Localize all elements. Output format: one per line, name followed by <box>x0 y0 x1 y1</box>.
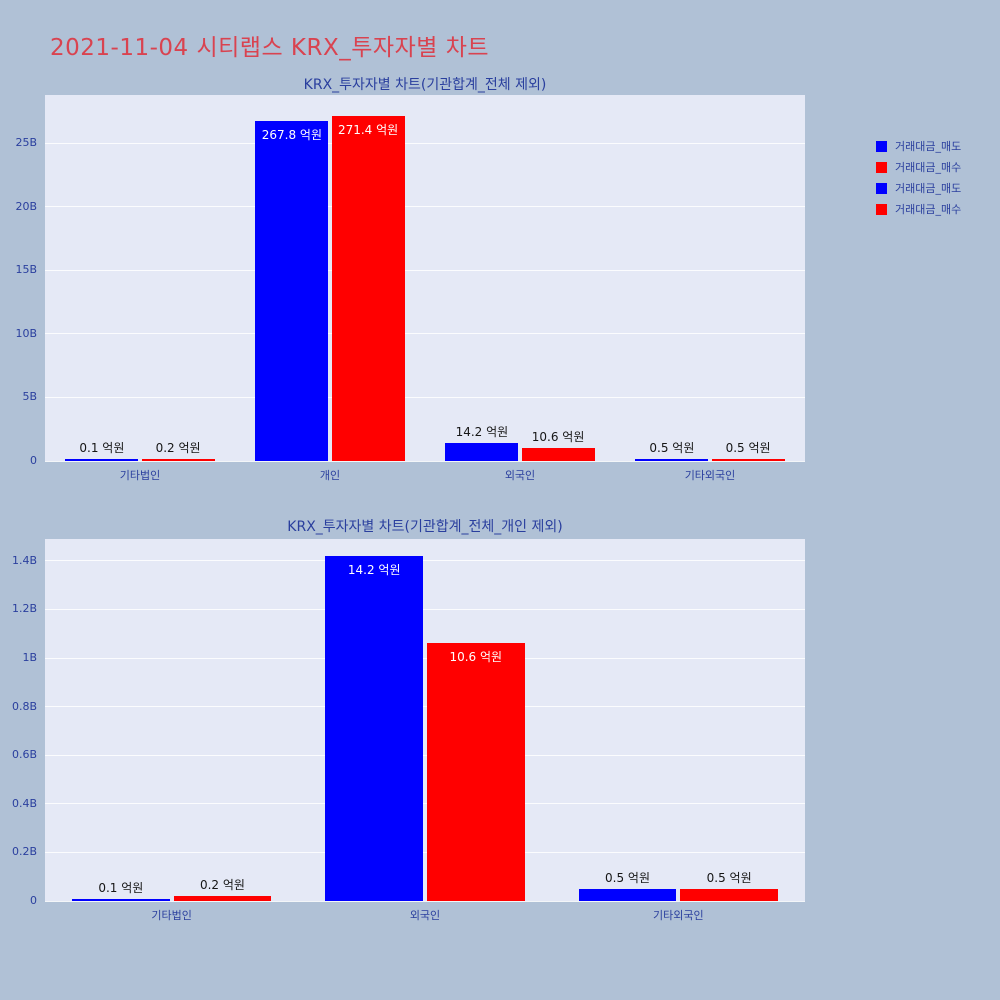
legend: 거래대금_매도 거래대금_매수 거래대금_매도 거래대금_매수 <box>876 138 961 217</box>
chart-bar[interactable] <box>521 447 595 461</box>
bar-value-label: 0.5 억원 <box>706 870 752 885</box>
bar-value-label: 0.1 억원 <box>79 441 125 455</box>
y-axis-tick-label: 10B <box>15 326 37 340</box>
chart-bar[interactable] <box>141 459 215 461</box>
y-axis-tick-label: 0.6B <box>11 748 37 762</box>
page-title: 2021-11-04 시티랩스 KRX_투자자별 차트 <box>50 35 490 61</box>
y-axis-tick-label: 1B <box>22 651 37 665</box>
y-axis-tick-label: 0.4B <box>11 796 37 810</box>
chart-plot-area <box>45 95 805 462</box>
bar-value-label: 10.6 억원 <box>449 650 503 665</box>
legend-item[interactable]: 거래대금_매도 <box>876 138 961 154</box>
x-axis-tick-label: 기타외국인 <box>684 469 736 482</box>
bar-value-label: 14.2 억원 <box>455 424 509 439</box>
chart-bar[interactable] <box>445 442 519 461</box>
x-axis-tick-label: 외국인 <box>409 909 441 922</box>
gridline <box>45 142 805 144</box>
chart-bar[interactable] <box>173 896 272 901</box>
y-axis-tick-label: 20B <box>15 199 37 213</box>
x-axis-tick-label: 개인 <box>319 469 341 482</box>
bar-value-label: 0.5 억원 <box>725 441 771 455</box>
chart-title: KRX_투자자별 차트(기관합계_전체 제외) <box>303 77 547 93</box>
gridline <box>45 803 805 805</box>
x-axis-tick-label: 외국인 <box>504 469 536 482</box>
bar-value-label: 267.8 억원 <box>261 127 323 142</box>
gridline <box>45 333 805 335</box>
chart-bar[interactable] <box>427 643 525 901</box>
bar-value-label: 0.2 억원 <box>199 878 245 893</box>
gridline <box>45 754 805 756</box>
x-axis-tick-label: 기타외국인 <box>653 909 704 922</box>
x-axis-tick-label: 기타법인 <box>151 909 192 922</box>
bar-value-label: 10.6 억원 <box>531 429 585 444</box>
bar-value-label: 0.2 억원 <box>155 441 201 455</box>
bar-value-label: 0.1 억원 <box>98 880 144 895</box>
gridline <box>45 560 805 562</box>
y-axis-tick-label: 0 <box>30 454 37 467</box>
chart-bar[interactable] <box>331 116 405 461</box>
gridline <box>45 608 805 610</box>
y-axis-tick-label: 0.2B <box>11 845 37 859</box>
chart-plot-area <box>45 539 805 902</box>
y-axis-tick-label: 15B <box>15 263 37 277</box>
y-axis-tick-label: 5B <box>22 390 37 404</box>
x-axis-tick-label: 기타법인 <box>119 469 161 482</box>
legend-color-swatch <box>876 140 887 152</box>
legend-item-label: 거래대금_매도 <box>895 182 962 195</box>
y-axis-tick-label: 0 <box>30 894 37 907</box>
gridline <box>45 851 805 853</box>
legend-item-label: 거래대금_매수 <box>895 203 962 216</box>
gridline <box>45 657 805 659</box>
chart-bar[interactable] <box>72 898 170 901</box>
gridline <box>45 396 805 398</box>
y-axis-tick-label: 1.2B <box>11 602 37 616</box>
gridline <box>45 269 805 271</box>
bar-value-label: 14.2 억원 <box>347 563 401 577</box>
y-axis-tick-label: 25B <box>15 136 37 150</box>
bar-value-label: 271.4 억원 <box>337 123 399 138</box>
bar-value-label: 0.5 억원 <box>649 441 695 455</box>
gridline <box>45 900 805 902</box>
gridline <box>45 460 805 462</box>
legend-color-swatch <box>876 182 887 194</box>
legend-item[interactable]: 거래대금_매수 <box>876 159 961 175</box>
gridline <box>45 206 805 208</box>
chart-bar[interactable] <box>578 888 677 901</box>
legend-item[interactable]: 거래대금_매도 <box>876 180 961 196</box>
chart-bar[interactable] <box>65 459 139 461</box>
legend-item[interactable]: 거래대금_매수 <box>876 201 961 217</box>
chart-bar[interactable] <box>680 888 778 901</box>
gridline <box>45 706 805 708</box>
legend-item-label: 거래대금_매도 <box>895 140 962 153</box>
chart-title: KRX_투자자별 차트(기관합계_전체_개인 제외) <box>287 519 563 535</box>
y-axis-tick-label: 0.8B <box>11 699 37 713</box>
legend-color-swatch <box>876 161 887 173</box>
bar-value-label: 0.5 억원 <box>605 870 651 885</box>
chart-bar[interactable] <box>635 459 709 461</box>
legend-color-swatch <box>876 203 887 215</box>
chart-bar[interactable] <box>255 120 329 461</box>
chart-bar[interactable] <box>711 459 785 461</box>
y-axis-tick-label: 1.4B <box>11 553 37 567</box>
chart-bar[interactable] <box>325 556 423 901</box>
legend-item-label: 거래대금_매수 <box>895 161 962 174</box>
